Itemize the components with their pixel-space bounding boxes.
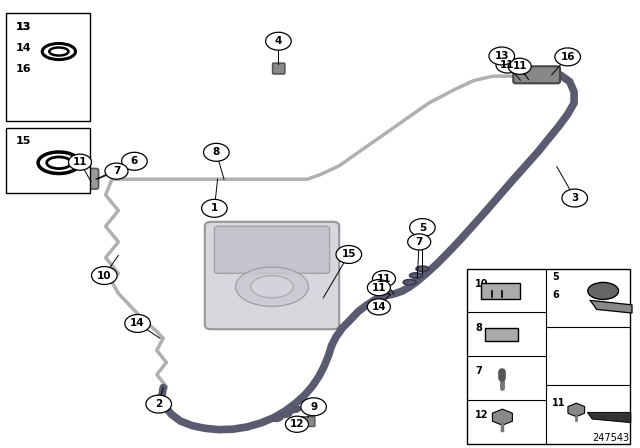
Ellipse shape	[416, 266, 429, 271]
FancyBboxPatch shape	[273, 63, 285, 74]
Text: 1: 1	[211, 203, 218, 213]
Circle shape	[204, 143, 229, 161]
Text: 7: 7	[475, 366, 482, 376]
Text: 8: 8	[475, 323, 482, 333]
Text: 14: 14	[131, 319, 145, 328]
Text: 7: 7	[415, 237, 423, 247]
Circle shape	[336, 246, 362, 263]
Circle shape	[146, 395, 172, 413]
Text: 11: 11	[372, 283, 386, 293]
Circle shape	[367, 299, 390, 315]
Ellipse shape	[273, 415, 283, 422]
Text: 14: 14	[16, 43, 31, 52]
Text: 8: 8	[212, 147, 220, 157]
Polygon shape	[588, 413, 630, 422]
Ellipse shape	[403, 280, 416, 285]
Ellipse shape	[588, 282, 618, 299]
Polygon shape	[590, 301, 632, 313]
Text: 7: 7	[113, 166, 120, 176]
Circle shape	[508, 58, 531, 74]
Text: 16: 16	[561, 52, 575, 62]
Circle shape	[496, 57, 519, 73]
Text: 16: 16	[16, 64, 31, 73]
Text: 13: 13	[495, 51, 509, 61]
Circle shape	[105, 163, 128, 179]
Circle shape	[408, 234, 431, 250]
Ellipse shape	[410, 273, 422, 278]
FancyBboxPatch shape	[58, 168, 99, 189]
Text: 5: 5	[552, 272, 559, 282]
Text: 11: 11	[377, 274, 391, 284]
FancyBboxPatch shape	[6, 128, 90, 193]
Circle shape	[367, 280, 390, 296]
Text: 11: 11	[500, 60, 515, 70]
Ellipse shape	[236, 267, 308, 306]
Ellipse shape	[251, 276, 293, 298]
Text: 6: 6	[552, 290, 559, 300]
Ellipse shape	[282, 411, 292, 418]
FancyBboxPatch shape	[485, 328, 518, 340]
Circle shape	[202, 199, 227, 217]
Text: 247543: 247543	[592, 433, 629, 443]
Ellipse shape	[42, 43, 76, 60]
Circle shape	[68, 154, 92, 170]
Text: 6: 6	[131, 156, 138, 166]
Text: 15: 15	[16, 136, 31, 146]
Text: 11: 11	[73, 157, 87, 167]
Circle shape	[266, 32, 291, 50]
Circle shape	[372, 271, 396, 287]
FancyBboxPatch shape	[205, 222, 339, 329]
Ellipse shape	[49, 47, 68, 56]
Text: 10: 10	[97, 271, 111, 280]
Text: 9: 9	[310, 402, 317, 412]
Circle shape	[555, 48, 580, 66]
Text: 2: 2	[155, 399, 163, 409]
FancyBboxPatch shape	[513, 66, 560, 83]
Circle shape	[489, 47, 515, 65]
FancyBboxPatch shape	[214, 226, 330, 273]
Text: 11: 11	[552, 398, 565, 408]
Text: 3: 3	[571, 193, 579, 203]
Circle shape	[410, 219, 435, 237]
FancyBboxPatch shape	[467, 269, 630, 444]
Circle shape	[125, 314, 150, 332]
Text: 14: 14	[372, 302, 386, 312]
Circle shape	[562, 189, 588, 207]
FancyBboxPatch shape	[6, 13, 90, 121]
Text: 13: 13	[16, 22, 31, 31]
Text: 12: 12	[290, 419, 304, 429]
Text: 13: 13	[16, 22, 31, 31]
Circle shape	[285, 416, 308, 432]
Circle shape	[92, 267, 117, 284]
Circle shape	[122, 152, 147, 170]
Ellipse shape	[38, 152, 79, 173]
Circle shape	[301, 398, 326, 416]
Text: 4: 4	[275, 36, 282, 46]
Ellipse shape	[291, 406, 301, 413]
Text: 11: 11	[513, 61, 527, 71]
FancyBboxPatch shape	[481, 283, 520, 299]
Ellipse shape	[47, 157, 71, 168]
FancyBboxPatch shape	[301, 417, 315, 426]
Text: 10: 10	[475, 279, 488, 289]
Text: 5: 5	[419, 223, 426, 233]
Text: 15: 15	[342, 250, 356, 259]
Text: 12: 12	[475, 410, 488, 420]
